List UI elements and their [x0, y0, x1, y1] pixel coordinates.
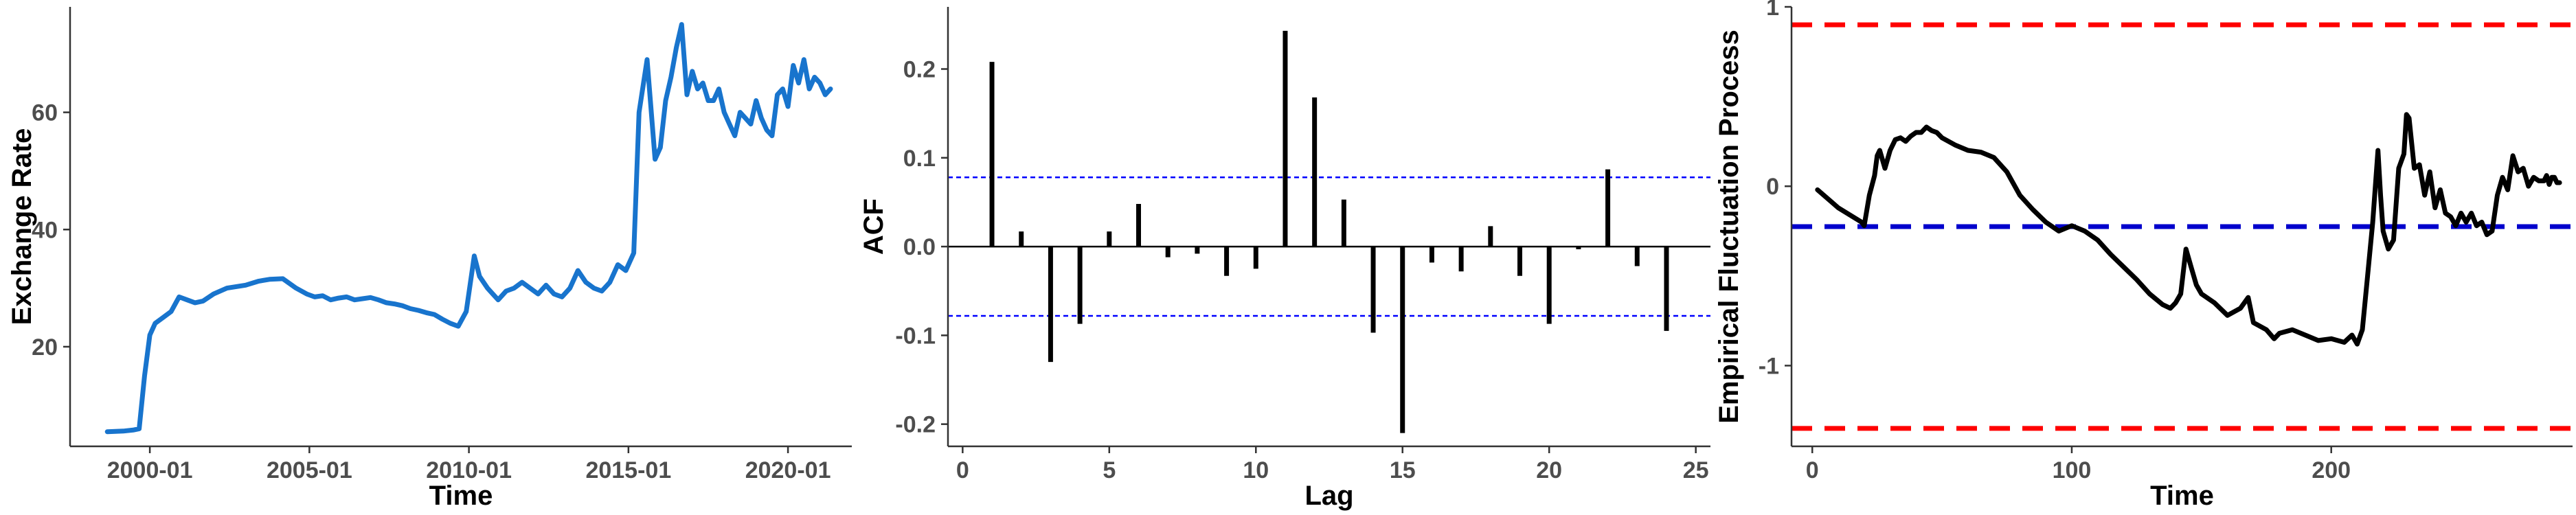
x-axis-title: Time: [2150, 481, 2214, 511]
x-tick-label: 2020-01: [745, 457, 831, 483]
x-tick-label: 200: [2312, 457, 2351, 483]
x-tick-label: 2005-01: [267, 457, 352, 483]
exchange-rate-line: [104, 22, 833, 435]
x-tick-label: 10: [1243, 457, 1269, 483]
fluctuation-process-panel: -1 0 1 0 100 200 Time Empirical Fluctuation Pro…: [1714, 0, 2573, 511]
y-tick-label: 0.1: [903, 146, 936, 172]
x-tick-label: 20: [1536, 457, 1562, 483]
x-tick-label: 2000-01: [107, 457, 193, 483]
y-tick-label: -1: [1759, 353, 1779, 379]
x-tick-label: 0: [956, 457, 969, 483]
x-tick-label: 2015-01: [585, 457, 671, 483]
y-tick-label: -0.1: [895, 323, 936, 349]
exchange-rate-panel: 20 40 60 2000-01 2005-01 2010-01 2015-01 2020-0…: [7, 7, 852, 511]
x-tick-label: 15: [1390, 457, 1416, 483]
y-tick-label: 0.0: [903, 234, 936, 260]
y-axis-title: Empirical Fluctuation Process: [1714, 30, 1744, 424]
x-axis-title: Time: [429, 481, 493, 511]
y-tick-label: 60: [32, 100, 58, 126]
y-tick-label: 0.2: [903, 57, 936, 83]
y-tick-label: 40: [32, 217, 58, 243]
x-tick-label: 25: [1683, 457, 1709, 483]
fluctuation-line: [1815, 112, 2562, 347]
y-tick-label: 0: [1766, 174, 1779, 200]
y-tick-label: 1: [1766, 0, 1779, 21]
y-axis-title: Exchange Rate: [7, 128, 37, 325]
y-axis-title: ACF: [859, 198, 889, 255]
x-tick-label: 5: [1103, 457, 1116, 483]
x-axis-title: Lag: [1304, 481, 1353, 511]
y-tick-label: 20: [32, 334, 58, 360]
acf-panel: -0.2 -0.1 0.0 0.1 0.2 0 5 10 15 20 25 Lag ACF: [859, 7, 1710, 511]
x-tick-label: 2010-01: [426, 457, 512, 483]
x-tick-label: 0: [1806, 457, 1819, 483]
x-tick-label: 100: [2053, 457, 2092, 483]
y-tick-label: -0.2: [895, 412, 936, 438]
